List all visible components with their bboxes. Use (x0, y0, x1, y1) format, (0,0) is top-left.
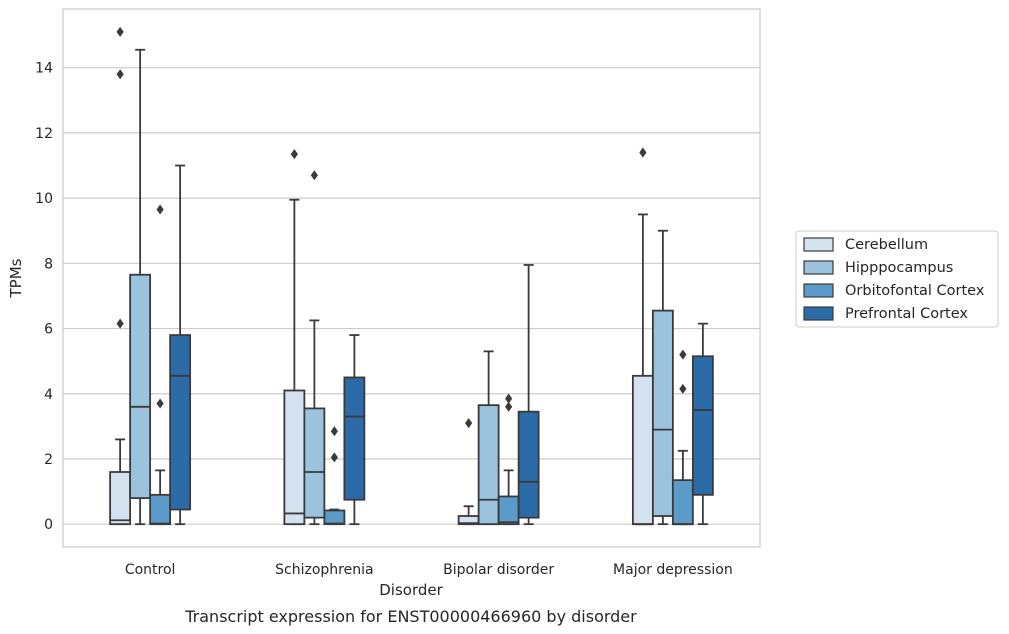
box-iqr (109, 471, 132, 526)
box-iqr (149, 493, 172, 526)
outlier-point (156, 204, 164, 215)
box-hipppocampus (303, 170, 326, 526)
box-orbitofontal-cortex (149, 204, 172, 526)
outlier-point (330, 452, 338, 463)
box-orbitofontal-cortex (323, 426, 346, 526)
box-prefrontal-cortex (517, 264, 540, 526)
x-tick-labels: Control Schizophrenia Bipolar disorder Majo… (125, 562, 733, 578)
x-tick-label: Schizophrenia (275, 562, 373, 578)
y-tick-label: 4 (44, 387, 53, 403)
x-tick-label: Major depression (613, 562, 733, 578)
y-tick-label: 10 (35, 191, 53, 207)
y-tick-label: 2 (44, 452, 53, 468)
box-prefrontal-cortex (169, 164, 192, 526)
box-prefrontal-cortex (343, 334, 366, 526)
box-iqr (691, 355, 714, 496)
box-iqr (517, 410, 540, 519)
box-iqr (303, 407, 326, 519)
box-orbitofontal-cortex (497, 393, 520, 526)
outlier-point (116, 26, 124, 37)
y-axis-label: TPMs (7, 258, 25, 298)
legend-swatch (803, 306, 834, 321)
y-tick-label: 0 (44, 517, 53, 533)
y-tick-label: 8 (44, 256, 53, 272)
legend-label: Cerebellum (845, 237, 928, 253)
outlier-point (330, 426, 338, 437)
legend-label: Orbitofontal Cortex (845, 283, 985, 299)
x-tick-label: Control (125, 562, 176, 578)
outlier-point (679, 349, 687, 360)
y-tick-label: 6 (44, 322, 53, 338)
legend-frame (795, 230, 999, 328)
outlier-point (465, 418, 473, 429)
outlier-point (116, 69, 124, 80)
y-tick-label: 14 (35, 61, 53, 77)
box-iqr (477, 404, 500, 526)
box-hipppocampus (477, 350, 500, 526)
box-iqr (169, 334, 192, 511)
box-cerebellum (109, 26, 132, 526)
outlier-point (116, 318, 124, 329)
outlier-point (505, 393, 513, 404)
legend: Cerebellum Hipppocampus Orbitofontal Corte… (795, 230, 999, 328)
box-series (109, 26, 714, 526)
outlier-point (639, 147, 647, 158)
x-tick-label: Bipolar disorder (443, 562, 554, 578)
legend-swatch (803, 260, 834, 275)
box-iqr (651, 309, 674, 517)
plot-frame (62, 8, 761, 548)
outlier-point (505, 401, 513, 412)
box-prefrontal-cortex (691, 322, 714, 526)
box-iqr (323, 509, 346, 526)
outlier-point (679, 383, 687, 394)
box-orbitofontal-cortex (671, 349, 694, 526)
outlier-point (310, 170, 318, 181)
y-tick-labels: 0 2 4 6 8 10 12 14 (35, 61, 53, 533)
box-iqr (343, 376, 366, 501)
outlier-point (290, 149, 298, 160)
box-cerebellum (457, 418, 480, 526)
legend-label: Prefrontal Cortex (845, 306, 968, 322)
x-axis-label: Disorder (379, 581, 443, 599)
box-iqr (129, 273, 152, 499)
legend-swatch (803, 237, 834, 252)
legend-label: Hipppocampus (845, 260, 953, 276)
y-tick-label: 12 (35, 126, 53, 142)
chart-caption: Transcript expression for ENST0000046696… (184, 607, 637, 626)
box-iqr (631, 374, 654, 526)
box-iqr (497, 495, 520, 526)
outlier-point (156, 398, 164, 409)
box-hipppocampus (129, 48, 152, 526)
legend-swatch (803, 283, 834, 298)
box-iqr (671, 479, 694, 526)
box-iqr (283, 389, 306, 526)
box-hipppocampus (651, 229, 674, 526)
